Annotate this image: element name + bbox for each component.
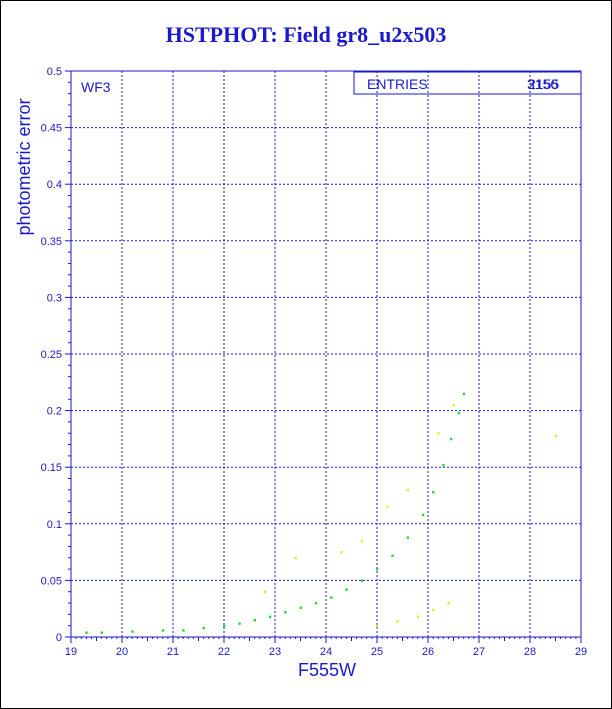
data-point	[437, 432, 440, 435]
data-point	[376, 568, 379, 571]
x-tick-label: 23	[269, 646, 281, 658]
x-tick-label: 24	[320, 646, 332, 658]
stats-label: ENTRIES	[367, 76, 428, 92]
data-point	[406, 488, 409, 492]
data-point	[345, 588, 348, 591]
data-point	[376, 624, 379, 628]
data-point	[449, 437, 453, 441]
data-point	[330, 596, 333, 599]
data-point	[238, 622, 241, 625]
x-tick-label: 21	[167, 646, 179, 658]
data-point	[299, 606, 302, 609]
data-point	[442, 463, 445, 467]
data-point	[447, 602, 450, 605]
y-tick-label: 0.05	[41, 575, 62, 587]
data-point	[421, 513, 425, 517]
data-point	[161, 629, 165, 632]
axes	[65, 70, 582, 643]
y-tick-label: 0.3	[47, 292, 62, 304]
y-tick-label: 0.25	[41, 349, 62, 361]
data-point	[294, 556, 297, 560]
data-point	[253, 619, 256, 622]
y-tick-label: 0.35	[41, 236, 62, 248]
data-point	[457, 411, 460, 415]
y-tick-label: 0.4	[47, 179, 62, 191]
grid-lines	[71, 71, 581, 637]
data-points	[85, 392, 557, 634]
y-tick-label: 0.5	[47, 66, 62, 78]
y-tick-label: 0.1	[47, 519, 62, 531]
data-point	[432, 608, 435, 612]
x-tick-label: 25	[371, 646, 383, 658]
data-point	[85, 631, 88, 634]
data-point	[396, 620, 399, 623]
y-tick-label: 0	[56, 632, 62, 644]
data-point	[462, 392, 466, 396]
x-tick-label: 28	[524, 646, 536, 658]
data-point	[391, 554, 394, 557]
x-tick-label: 22	[218, 646, 230, 658]
data-point	[340, 551, 343, 554]
stats-box	[353, 71, 582, 95]
x-tick-label: 27	[473, 646, 485, 658]
x-tick-label: 19	[65, 646, 77, 658]
data-point	[360, 579, 364, 582]
data-point	[386, 505, 389, 509]
x-tick-label: 26	[422, 646, 434, 658]
data-point	[284, 611, 287, 614]
data-point	[268, 615, 272, 619]
data-point	[182, 629, 185, 632]
data-point	[432, 491, 435, 494]
data-point	[406, 536, 409, 539]
tick-labels: 19 20 21 22 23 24 25 26 27 28 29 0 0.05 0.1 0.15 0.2 0.2…	[41, 66, 588, 658]
y-tick-label: 0.2	[47, 406, 62, 418]
x-axis-title: F555W	[298, 660, 356, 680]
y-axis-title: photometric error	[14, 98, 34, 235]
data-point	[416, 615, 420, 619]
data-point	[263, 590, 267, 594]
data-point	[452, 403, 455, 407]
stats-value-1: 3156	[527, 76, 558, 92]
data-point	[131, 630, 134, 633]
chart-title: HSTPHOT: Field gr8_u2x503	[165, 22, 447, 47]
data-point	[314, 602, 318, 605]
y-tick-label: 0.45	[41, 123, 62, 135]
data-point	[360, 539, 364, 543]
data-point	[554, 434, 557, 437]
data-point	[223, 624, 226, 628]
x-tick-label: 20	[116, 646, 128, 658]
data-point	[100, 631, 103, 634]
panel-label: WF3	[81, 79, 111, 95]
y-tick-label: 0.15	[41, 462, 62, 474]
data-point	[202, 626, 205, 630]
x-tick-label: 29	[575, 646, 587, 658]
stats-value-2: 2155	[528, 76, 559, 92]
